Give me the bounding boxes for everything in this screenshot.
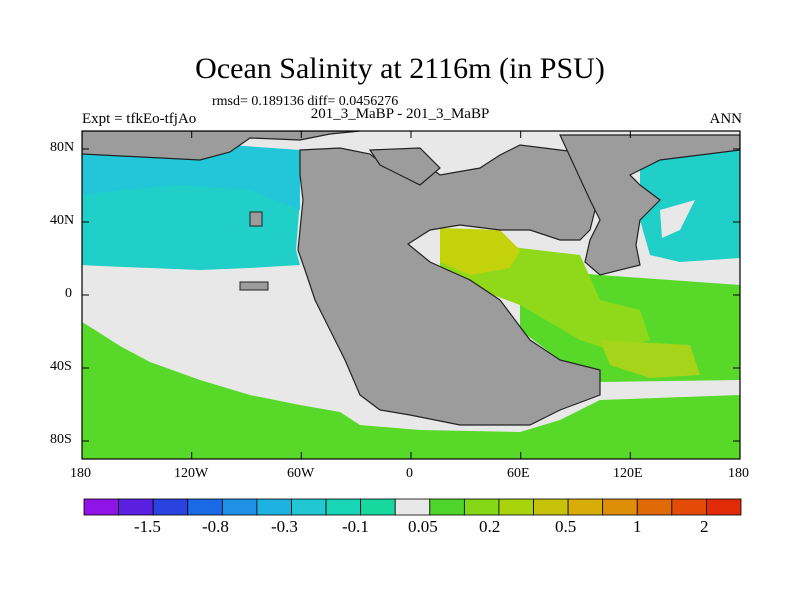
lon-tick-0: 0 xyxy=(406,466,413,481)
colorbar-label: 1 xyxy=(633,517,642,536)
lat-tick-80n: 80N xyxy=(50,140,75,155)
lon-tick-180e: 180 xyxy=(728,466,749,481)
season-label: ANN xyxy=(709,111,743,127)
southern-ocean-green xyxy=(82,322,740,459)
mediterranean-yellow xyxy=(440,228,520,275)
colorbar-label: -1.5 xyxy=(134,517,161,536)
colorbar-swatch xyxy=(533,498,569,516)
colorbar xyxy=(83,498,742,516)
lon-tick-60e: 60E xyxy=(507,466,530,481)
colorbar-swatch xyxy=(671,498,707,516)
indian-ocean-lime-2 xyxy=(600,340,700,378)
colorbar-swatch xyxy=(360,498,396,516)
experiment-label: Expt = tfkEo-tfjAo xyxy=(82,111,197,127)
lat-tick-0: 0 xyxy=(65,286,72,301)
colorbar-label: 0.05 xyxy=(408,517,438,536)
colorbar-label: -0.8 xyxy=(202,517,229,536)
land-greenland xyxy=(368,147,441,186)
colorbar-swatch xyxy=(429,498,465,516)
land-east-asia xyxy=(559,134,740,276)
colorbar-swatch xyxy=(706,498,742,516)
land-americas xyxy=(297,144,631,426)
lat-tick-marks xyxy=(82,148,740,442)
colorbar-label: 2 xyxy=(700,517,709,536)
lat-tick-40n: 40N xyxy=(50,213,75,228)
lon-tick-marks xyxy=(81,131,741,459)
colorbar-swatch xyxy=(256,498,292,516)
colorbar-swatch xyxy=(394,498,431,516)
north-atlantic-cyan-light xyxy=(82,145,300,210)
map-field xyxy=(82,131,740,459)
map-title: Ocean Salinity at 2116m (in PSU) xyxy=(195,52,605,85)
land-north-arctic xyxy=(82,131,361,161)
lon-tick-60w: 60W xyxy=(287,466,315,481)
land-small-island xyxy=(249,211,263,227)
colorbar-swatch xyxy=(152,498,189,516)
colorbar-swatch xyxy=(636,498,673,516)
colorbar-swatch xyxy=(221,498,258,516)
colorbar-label: 0.2 xyxy=(479,517,501,536)
stats-line: rmsd= 0.189136 diff= 0.0456276 xyxy=(212,94,399,109)
colorbar-swatch xyxy=(187,498,223,516)
colorbar-swatch xyxy=(567,498,604,516)
lat-tick-40s: 40S xyxy=(50,359,72,374)
lon-tick-120w: 120W xyxy=(174,466,209,481)
colorbar-swatch xyxy=(118,498,154,516)
north-pacific-near-zero xyxy=(660,200,695,238)
colorbar-swatch xyxy=(463,498,500,516)
comparison-label: 201_3_MaBP - 201_3_MaBP xyxy=(310,106,490,122)
lat-tick-80s: 80S xyxy=(50,432,72,447)
colorbar-swatch xyxy=(498,498,534,516)
lon-tick-120e: 120E xyxy=(613,466,643,481)
colorbar-swatch xyxy=(325,498,362,516)
colorbar-swatch xyxy=(291,498,327,516)
colorbar-label: -0.3 xyxy=(271,517,298,536)
colorbar-swatch xyxy=(83,498,119,516)
lon-tick-180w: 180 xyxy=(70,466,91,481)
colorbar-label: 0.5 xyxy=(555,517,577,536)
colorbar-label: -0.1 xyxy=(342,517,369,536)
land-small-island-2 xyxy=(239,281,269,291)
colorbar-swatch xyxy=(602,498,638,516)
